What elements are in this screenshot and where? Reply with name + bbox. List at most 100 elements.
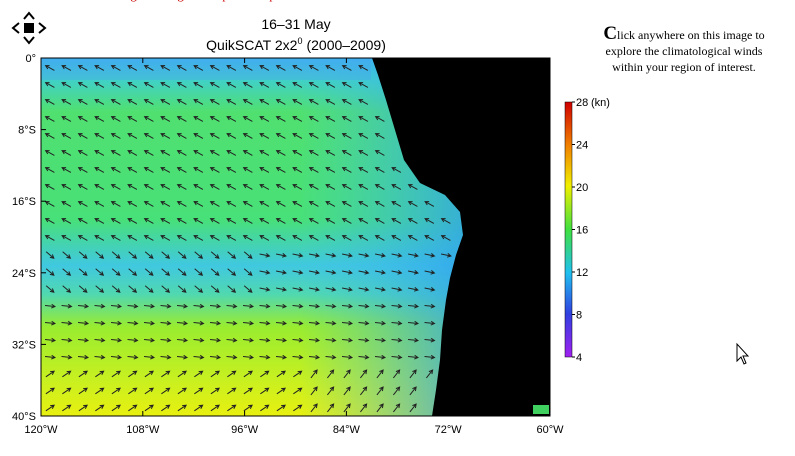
wind-arrow[interactable] xyxy=(127,82,138,88)
land-patch[interactable] xyxy=(533,405,549,414)
wind-arrow[interactable] xyxy=(61,167,72,173)
wind-arrow[interactable] xyxy=(407,201,418,207)
wind-arrow[interactable] xyxy=(358,167,369,173)
pan-control[interactable] xyxy=(11,11,47,45)
wind-arrow[interactable] xyxy=(62,268,72,276)
wind-arrow[interactable] xyxy=(325,337,337,343)
date-link[interactable]: 01 Aug xyxy=(99,0,137,2)
wind-arrow[interactable] xyxy=(407,184,418,190)
wind-arrow[interactable] xyxy=(259,235,270,241)
date-link[interactable]: 16 Oct xyxy=(334,0,369,2)
wind-arrow[interactable] xyxy=(358,184,369,190)
wind-arrow[interactable] xyxy=(194,268,204,276)
wind-arrow[interactable] xyxy=(358,82,369,88)
wind-arrow[interactable] xyxy=(292,287,304,292)
wind-arrow[interactable] xyxy=(243,370,253,378)
wind-arrow[interactable] xyxy=(160,150,171,156)
wind-arrow[interactable] xyxy=(193,303,205,309)
wind-arrow[interactable] xyxy=(111,370,121,378)
wind-arrow[interactable] xyxy=(325,184,336,190)
wind-arrow[interactable] xyxy=(143,235,154,241)
wind-arrow[interactable] xyxy=(193,99,204,105)
wind-arrow[interactable] xyxy=(95,285,105,293)
wind-arrow[interactable] xyxy=(325,303,337,309)
wind-arrow[interactable] xyxy=(243,285,253,293)
wind-arrow[interactable] xyxy=(227,285,237,293)
wind-arrow[interactable] xyxy=(310,386,318,396)
wind-arrow[interactable] xyxy=(391,253,403,258)
wind-arrow[interactable] xyxy=(358,270,370,275)
wind-arrow[interactable] xyxy=(209,65,220,71)
wind-arrow[interactable] xyxy=(242,235,253,241)
wind-arrow[interactable] xyxy=(358,99,369,105)
wind-arrow[interactable] xyxy=(44,218,55,224)
wind-arrow[interactable] xyxy=(177,370,187,378)
wind-arrow[interactable] xyxy=(292,184,303,190)
wind-arrow[interactable] xyxy=(325,270,337,275)
wind-arrow[interactable] xyxy=(77,82,88,88)
wind-arrow[interactable] xyxy=(143,99,154,105)
wind-arrow[interactable] xyxy=(45,370,55,378)
wind-arrow[interactable] xyxy=(310,403,318,413)
wind-arrow[interactable] xyxy=(193,337,205,343)
wind-arrow[interactable] xyxy=(226,133,237,139)
wind-arrow[interactable] xyxy=(325,320,337,326)
wind-arrow[interactable] xyxy=(259,320,271,326)
wind-arrow[interactable] xyxy=(325,133,336,139)
wind-arrow[interactable] xyxy=(407,320,420,326)
wind-arrow[interactable] xyxy=(341,235,352,241)
wind-arrow[interactable] xyxy=(94,82,105,88)
pan-down[interactable] xyxy=(23,36,35,45)
wind-arrow[interactable] xyxy=(160,354,172,360)
wind-arrow[interactable] xyxy=(143,167,154,173)
wind-arrow[interactable] xyxy=(292,82,303,88)
wind-arrow[interactable] xyxy=(176,82,187,88)
wind-arrow[interactable] xyxy=(160,201,171,207)
wind-arrow[interactable] xyxy=(260,387,270,395)
wind-arrow[interactable] xyxy=(424,320,436,326)
wind-arrow[interactable] xyxy=(62,404,72,412)
wind-arrow[interactable] xyxy=(292,201,303,207)
wind-arrow[interactable] xyxy=(144,268,154,276)
wind-arrow[interactable] xyxy=(61,320,73,326)
wind-arrow[interactable] xyxy=(358,287,370,292)
wind-arrow[interactable] xyxy=(61,65,72,71)
wind-arrow[interactable] xyxy=(358,320,370,326)
wind-arrow[interactable] xyxy=(424,337,436,343)
wind-arrow[interactable] xyxy=(209,354,222,360)
wind-arrow[interactable] xyxy=(143,320,156,326)
wind-arrow[interactable] xyxy=(77,65,88,71)
wind-arrow[interactable] xyxy=(309,270,320,275)
wind-arrow[interactable] xyxy=(343,386,351,396)
wind-arrow[interactable] xyxy=(226,116,237,122)
wind-arrow[interactable] xyxy=(94,354,106,360)
wind-arrow[interactable] xyxy=(177,404,187,412)
wind-arrow[interactable] xyxy=(209,99,220,105)
wind-arrow[interactable] xyxy=(161,387,171,395)
wind-arrow[interactable] xyxy=(259,287,271,292)
wind-arrow[interactable] xyxy=(94,201,105,207)
wind-arrow[interactable] xyxy=(94,116,105,122)
wind-arrow[interactable] xyxy=(143,150,154,156)
wind-arrow[interactable] xyxy=(226,167,237,173)
wind-arrow[interactable] xyxy=(143,184,154,190)
wind-arrow[interactable] xyxy=(391,270,403,275)
wind-arrow[interactable] xyxy=(308,82,319,88)
wind-arrow[interactable] xyxy=(143,116,154,122)
wind-arrow[interactable] xyxy=(226,99,237,105)
wind-arrow[interactable] xyxy=(160,218,171,224)
wind-arrow[interactable] xyxy=(160,184,171,190)
wind-arrow[interactable] xyxy=(259,354,271,360)
wind-arrow[interactable] xyxy=(144,285,154,293)
wind-arrow[interactable] xyxy=(110,150,121,156)
wind-arrow[interactable] xyxy=(325,116,336,122)
wind-arrow[interactable] xyxy=(242,201,253,207)
wind-arrow[interactable] xyxy=(77,320,90,326)
wind-arrow[interactable] xyxy=(209,320,222,326)
wind-arrow[interactable] xyxy=(242,320,255,326)
wind-arrow[interactable] xyxy=(391,320,403,326)
wind-arrow[interactable] xyxy=(259,337,271,343)
wind-arrow[interactable] xyxy=(161,285,171,293)
date-link[interactable]: 01 Nov xyxy=(381,0,420,2)
wind-arrow[interactable] xyxy=(128,370,138,378)
